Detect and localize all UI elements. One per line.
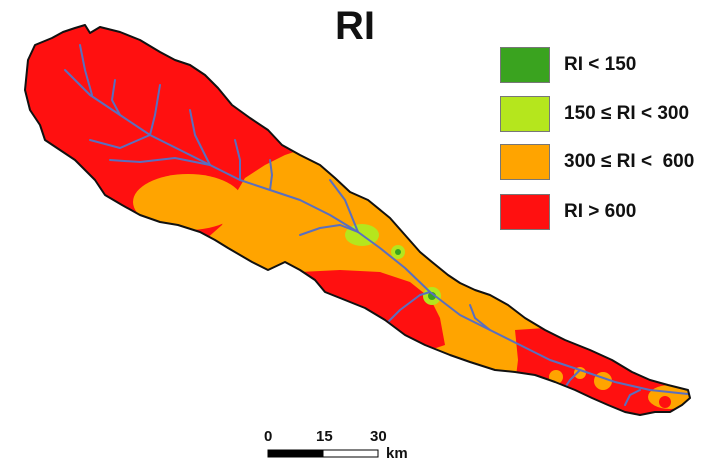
scale-tick-0: 0 (264, 428, 273, 445)
legend-item-low: 150 ≤ RI < 300 (500, 95, 689, 133)
scale-segment-1 (267, 449, 324, 458)
map-title: RI (335, 4, 375, 48)
tributary-2 (111, 79, 121, 116)
tributary-6 (269, 159, 273, 191)
tributary-10 (329, 179, 359, 233)
legend-item-very-low: RI < 150 (500, 46, 636, 84)
scale-segment-2 (322, 449, 379, 458)
tributary-4 (189, 109, 211, 166)
legend-swatch-low (500, 96, 550, 132)
tributary-8 (89, 134, 151, 149)
tributary-9 (299, 224, 359, 236)
zone-high-outlet-spot (659, 396, 671, 408)
legend-item-moderate: 300 ≤ RI < 600 (500, 143, 694, 181)
scale-unit: km (386, 445, 408, 462)
scale-tick-15: 15 (316, 428, 333, 445)
legend-label-high: RI > 600 (564, 201, 637, 222)
legend-label-low: 150 ≤ RI < 300 (564, 103, 690, 124)
zone-very-low-1 (395, 249, 401, 255)
legend-swatch-moderate (500, 144, 550, 180)
legend-swatch-high (500, 194, 550, 230)
tributary-12 (469, 304, 491, 331)
scale-bar (267, 449, 379, 458)
legend-label-moderate: 300 ≤ RI < 600 (564, 151, 695, 172)
tributary-14 (624, 389, 641, 406)
legend-label-very-low: RI < 150 (564, 54, 637, 75)
tributary-1 (79, 44, 93, 96)
main-river (64, 69, 689, 395)
zone-moderate-northwest-patch (133, 174, 243, 230)
legend-swatch-very-low (500, 47, 550, 83)
tributary-5 (234, 139, 241, 181)
legend-item-high: RI > 600 (500, 193, 636, 231)
basin-boundary (24, 24, 691, 416)
tributary-11 (379, 291, 431, 331)
tributary-7 (109, 157, 211, 166)
scale-tick-30: 30 (370, 428, 387, 445)
zone-high-middle (300, 270, 445, 350)
tributary-3 (149, 84, 161, 136)
